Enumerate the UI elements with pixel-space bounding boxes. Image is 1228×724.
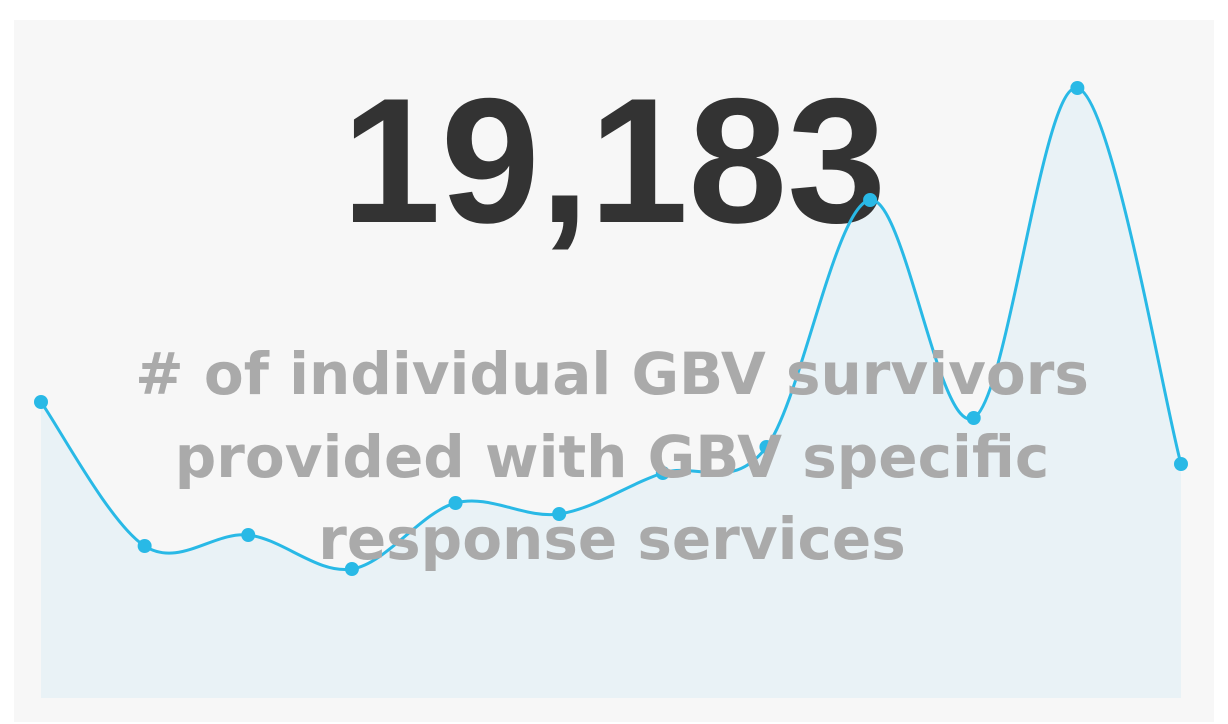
point bbox=[655, 466, 670, 480]
point bbox=[1174, 457, 1188, 471]
kpi-label: provided with GBV specific bbox=[175, 423, 1049, 491]
sparkline bbox=[41, 87, 1181, 699]
kpi-value: 19,183 bbox=[342, 61, 886, 260]
card-texts: 19,183 # of individual GBV survivors provi… bbox=[34, 61, 1188, 576]
kpi-label: # of individual GBV survivors bbox=[135, 340, 1089, 408]
point bbox=[344, 562, 359, 576]
point bbox=[241, 528, 256, 542]
point bbox=[137, 539, 152, 553]
point bbox=[863, 193, 878, 207]
point bbox=[759, 440, 774, 454]
point bbox=[448, 496, 463, 510]
point bbox=[552, 507, 567, 521]
kpi-label: response services bbox=[318, 505, 906, 573]
area bbox=[41, 87, 1181, 699]
point bbox=[34, 395, 48, 409]
point bbox=[1070, 81, 1085, 95]
point bbox=[966, 411, 981, 425]
